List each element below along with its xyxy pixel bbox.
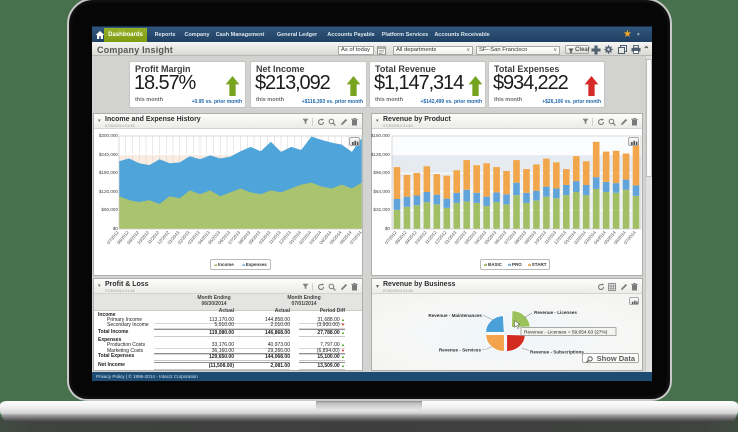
svg-text:Revenue - Services: Revenue - Services bbox=[439, 348, 482, 353]
svg-text:Revenue - Licenses: Revenue - Licenses bbox=[534, 310, 577, 315]
svg-text:Revenue - Subscriptions: Revenue - Subscriptions bbox=[530, 350, 584, 355]
svg-text:Revenue - Maintenances: Revenue - Maintenances bbox=[428, 313, 482, 318]
svg-text:Revenue - Licenses = 59,654.63: Revenue - Licenses = 59,654.63 (27%) bbox=[524, 329, 608, 335]
